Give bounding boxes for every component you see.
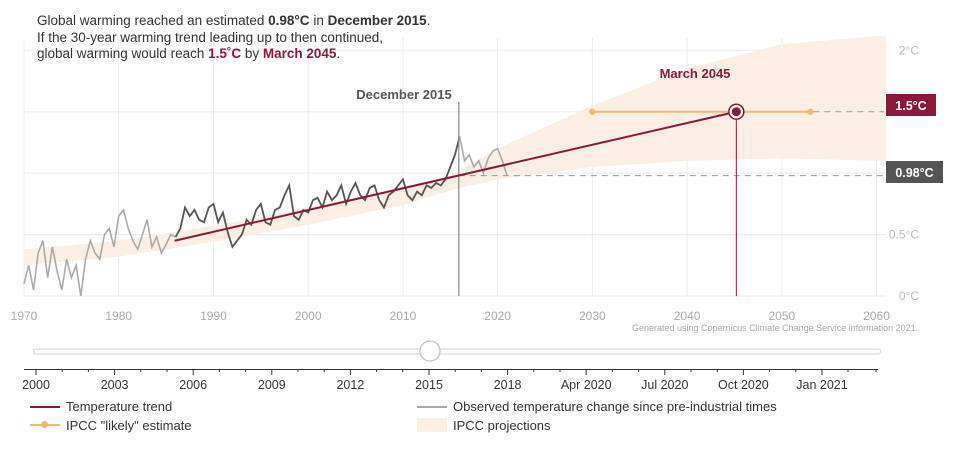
- slider-ticks: 2000 2003 2006 2009 2012 2015 2018 Apr 2020 Jul …: [22, 369, 877, 392]
- slider-handle[interactable]: [419, 340, 441, 362]
- ipcc-likely-start-dot: [589, 108, 596, 115]
- source-note: Generated using Copernicus Climate Chang…: [632, 323, 919, 333]
- annotation-text: .: [336, 46, 341, 61]
- legend-ipcc-likely-dot: [41, 421, 48, 428]
- march-2045-label: March 2045: [660, 66, 731, 81]
- december-2015-label: December 2015: [356, 87, 451, 102]
- badge-15-bg: [886, 94, 936, 116]
- y-tick-label: 0°C: [899, 289, 919, 303]
- slider-tick-label: 2000: [22, 378, 50, 392]
- annotation-text: .: [426, 13, 431, 28]
- slider-tick-label: Oct 2020: [718, 378, 769, 392]
- slider-tick-label: Apr 2020: [561, 378, 612, 392]
- temperature-trend-line: [174, 110, 737, 242]
- observed-line-earlier: [23, 208, 176, 297]
- annotation: Global warming reached an estimated 0.98…: [37, 13, 430, 63]
- legend-observed-label: Observed temperature change since pre-in…: [453, 399, 777, 414]
- x-axis-ticks: 1970 1980 1990 2000 2010 2020 2030 2040 2050 2060: [11, 309, 891, 323]
- slider-tick-label: 2009: [258, 378, 286, 392]
- slider-tick-label: Jan 2021: [796, 378, 847, 392]
- annotation-target-value: 1.5˚C: [208, 46, 242, 61]
- slider-tick-label: 2018: [494, 378, 522, 392]
- annotation-text: in: [309, 13, 328, 28]
- badge-15-label: 1.5°C: [895, 99, 926, 113]
- legend-ipcc-projection-swatch: [417, 418, 447, 432]
- badge-098-label: 0.98°C: [895, 166, 933, 180]
- badge-098-bg: [886, 161, 943, 183]
- x-tick-label: 1970: [11, 309, 38, 323]
- x-tick-label: 2030: [579, 309, 606, 323]
- annotation-text: global warming would reach: [37, 46, 209, 61]
- x-tick-label: 2050: [768, 309, 795, 323]
- x-tick-label: 2040: [674, 309, 701, 323]
- y-tick-label: 0.5°C: [889, 228, 919, 242]
- x-tick-label: 2000: [295, 309, 322, 323]
- ipcc-projection-band: [24, 35, 886, 266]
- annotation-value: 0.98°C: [268, 13, 310, 28]
- slider-tick-label: Jul 2020: [641, 378, 688, 392]
- observed-line-later: [458, 136, 508, 176]
- legend-trend-label: Temperature trend: [66, 399, 173, 414]
- annotation-line-2: If the 30-year warming trend leading up …: [37, 29, 383, 45]
- annotation-target-date: March 2045: [262, 46, 337, 61]
- x-tick-label: 1980: [105, 309, 132, 323]
- annotation-text: Global warming reached an estimated: [37, 13, 269, 28]
- ipcc-likely-end-dot: [807, 108, 814, 115]
- x-tick-label: 2060: [863, 309, 890, 323]
- x-tick-label: 2020: [484, 309, 511, 323]
- slider-tick-label: 2015: [415, 378, 443, 392]
- observed-line-trend-period: [174, 136, 461, 249]
- march-2045-dot: [731, 107, 741, 117]
- legend-observed-swatch: [417, 406, 447, 408]
- slider-tick-label: 2003: [101, 378, 129, 392]
- x-tick-label: 2010: [390, 309, 417, 323]
- annotation-text: by: [241, 46, 263, 61]
- legend-ipcc-likely-label: IPCC "likely" estimate: [66, 418, 192, 433]
- slider-tick-label: 2006: [179, 378, 207, 392]
- legend-ipcc-projection-label: IPCC projections: [453, 418, 551, 433]
- x-tick-label: 1990: [200, 309, 227, 323]
- y-tick-label: 2°C: [899, 43, 919, 57]
- slider-tick-label: 2012: [336, 378, 364, 392]
- legend-trend-swatch: [30, 406, 60, 408]
- annotation-date: December 2015: [327, 13, 427, 28]
